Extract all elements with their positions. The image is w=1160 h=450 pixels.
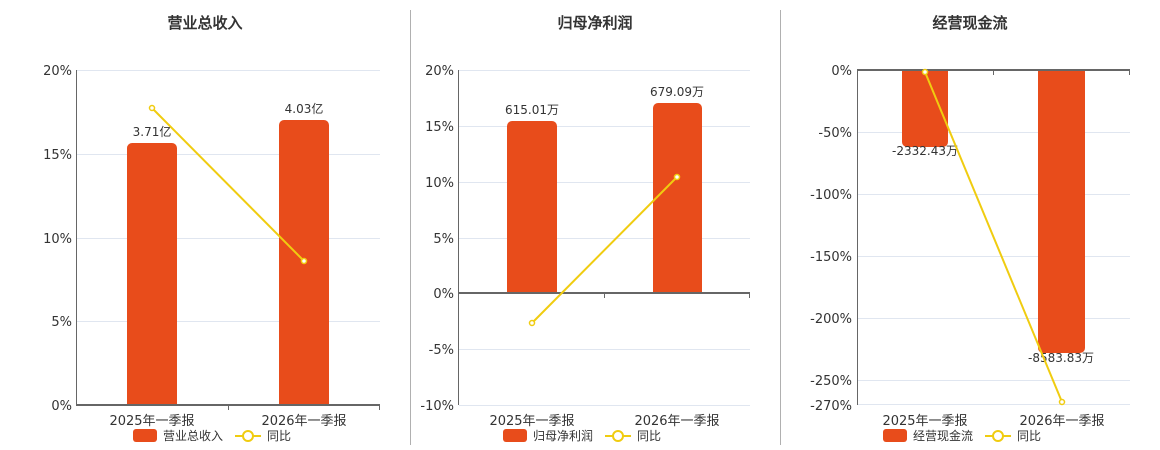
legend: 归母净利润 同比	[503, 427, 661, 444]
svg-text:5%: 5%	[51, 315, 72, 330]
svg-text:4.03亿: 4.03亿	[285, 101, 324, 116]
gridlines	[77, 70, 380, 322]
svg-text:-150%: -150%	[810, 250, 852, 265]
svg-text:-10%: -10%	[420, 399, 454, 414]
bar-value-labels: 3.71亿 4.03亿	[133, 101, 324, 139]
svg-text:5%: 5%	[433, 232, 454, 247]
svg-text:15%: 15%	[425, 120, 454, 135]
svg-text:3.71亿: 3.71亿	[133, 124, 172, 139]
yoy-point[interactable]	[300, 257, 308, 265]
svg-text:0%: 0%	[831, 64, 852, 79]
svg-text:-5%: -5%	[429, 343, 454, 358]
legend-line-swatch[interactable]	[985, 429, 1012, 442]
bar-value-labels: 615.01万 679.09万	[505, 85, 704, 117]
chart-title: 归母净利润	[557, 14, 633, 32]
legend-bar-swatch[interactable]	[883, 429, 907, 442]
svg-text:2026年一季报: 2026年一季报	[634, 414, 719, 429]
yoy-point[interactable]	[528, 319, 536, 327]
legend-bar-label[interactable]: 归母净利润	[533, 429, 594, 443]
y-axis-ticks: 20% 15% 10% 5% 0%	[43, 64, 72, 414]
legend-line-swatch[interactable]	[605, 429, 632, 442]
chart-panel-operating-cashflow: 经营现金流 0% -50% -100% -150% -200% -250% -2…	[780, 0, 1160, 450]
x-axis-labels: 2025年一季报 2026年一季报	[109, 414, 346, 429]
svg-text:2026年一季报: 2026年一季报	[261, 414, 346, 429]
chart-title: 经营现金流	[932, 14, 1008, 32]
legend-line-label[interactable]: 同比	[267, 429, 292, 443]
svg-text:2025年一季报: 2025年一季报	[109, 414, 194, 429]
legend-bar-swatch[interactable]	[503, 429, 527, 442]
gridlines	[459, 70, 750, 406]
svg-text:10%: 10%	[43, 232, 72, 247]
yoy-point[interactable]	[1058, 398, 1066, 406]
x-axis-labels: 2025年一季报 2026年一季报	[489, 414, 719, 429]
x-axis-labels: 2025年一季报 2026年一季报	[882, 414, 1104, 429]
svg-text:679.09万: 679.09万	[650, 85, 704, 99]
svg-text:10%: 10%	[425, 176, 454, 191]
svg-text:0%: 0%	[51, 399, 72, 414]
svg-text:2025年一季报: 2025年一季报	[882, 414, 967, 429]
legend-bar-label[interactable]: 营业总收入	[163, 429, 224, 443]
legend-line-swatch[interactable]	[235, 429, 262, 442]
chart-title: 营业总收入	[167, 14, 243, 32]
svg-text:-200%: -200%	[810, 312, 852, 327]
chart-plot: 20% 15% 10% 5% 0% -5% -10% 615.01万 679.0…	[420, 64, 750, 429]
svg-text:2026年一季报: 2026年一季报	[1019, 414, 1104, 429]
svg-text:615.01万: 615.01万	[505, 103, 559, 117]
yoy-line	[924, 71, 1063, 403]
svg-text:15%: 15%	[43, 148, 72, 163]
bar-2025[interactable]	[902, 70, 948, 147]
bar-2026[interactable]	[653, 103, 702, 293]
legend-bar-label[interactable]: 经营现金流	[913, 429, 974, 443]
bar-2025[interactable]	[127, 143, 177, 405]
legend: 经营现金流 同比	[883, 427, 1041, 444]
svg-text:-100%: -100%	[810, 188, 852, 203]
legend: 营业总收入 同比	[133, 427, 291, 444]
panel-divider	[780, 10, 781, 445]
svg-text:20%: 20%	[425, 64, 454, 79]
yoy-line	[151, 107, 305, 262]
chart-plot: 0% -50% -100% -150% -200% -250% -270% -2…	[810, 64, 1130, 429]
svg-text:0%: 0%	[433, 287, 454, 302]
svg-text:-2332.43万: -2332.43万	[892, 144, 958, 158]
svg-text:2025年一季报: 2025年一季报	[489, 414, 574, 429]
legend-line-label[interactable]: 同比	[637, 429, 662, 443]
yoy-line	[531, 176, 678, 324]
yoy-point[interactable]	[921, 68, 929, 76]
legend-bar-swatch[interactable]	[133, 429, 157, 442]
svg-text:20%: 20%	[43, 64, 72, 79]
svg-text:-270%: -270%	[810, 399, 852, 414]
bar-2026[interactable]	[1038, 70, 1085, 353]
chart-panel-revenue: 营业总收入 20% 15% 10% 5% 0% 3.71亿 4.03亿	[0, 0, 410, 450]
legend-line-label[interactable]: 同比	[1017, 429, 1042, 443]
chart-panel-net-profit: 归母净利润 20% 15% 10% 5% 0% -5% -10% 615.01万	[410, 0, 780, 450]
yoy-point[interactable]	[673, 173, 681, 181]
yoy-point[interactable]	[148, 104, 156, 112]
panel-divider	[410, 10, 411, 445]
svg-text:-8583.83万: -8583.83万	[1028, 351, 1094, 365]
y-axis-ticks: 20% 15% 10% 5% 0% -5% -10%	[420, 64, 454, 414]
y-axis-ticks: 0% -50% -100% -150% -200% -250% -270%	[810, 64, 852, 414]
svg-text:-250%: -250%	[810, 374, 852, 389]
svg-text:-50%: -50%	[818, 126, 852, 141]
chart-plot: 20% 15% 10% 5% 0% 3.71亿 4.03亿 2025年一季报 2…	[43, 64, 380, 429]
bar-2025[interactable]	[507, 121, 557, 293]
